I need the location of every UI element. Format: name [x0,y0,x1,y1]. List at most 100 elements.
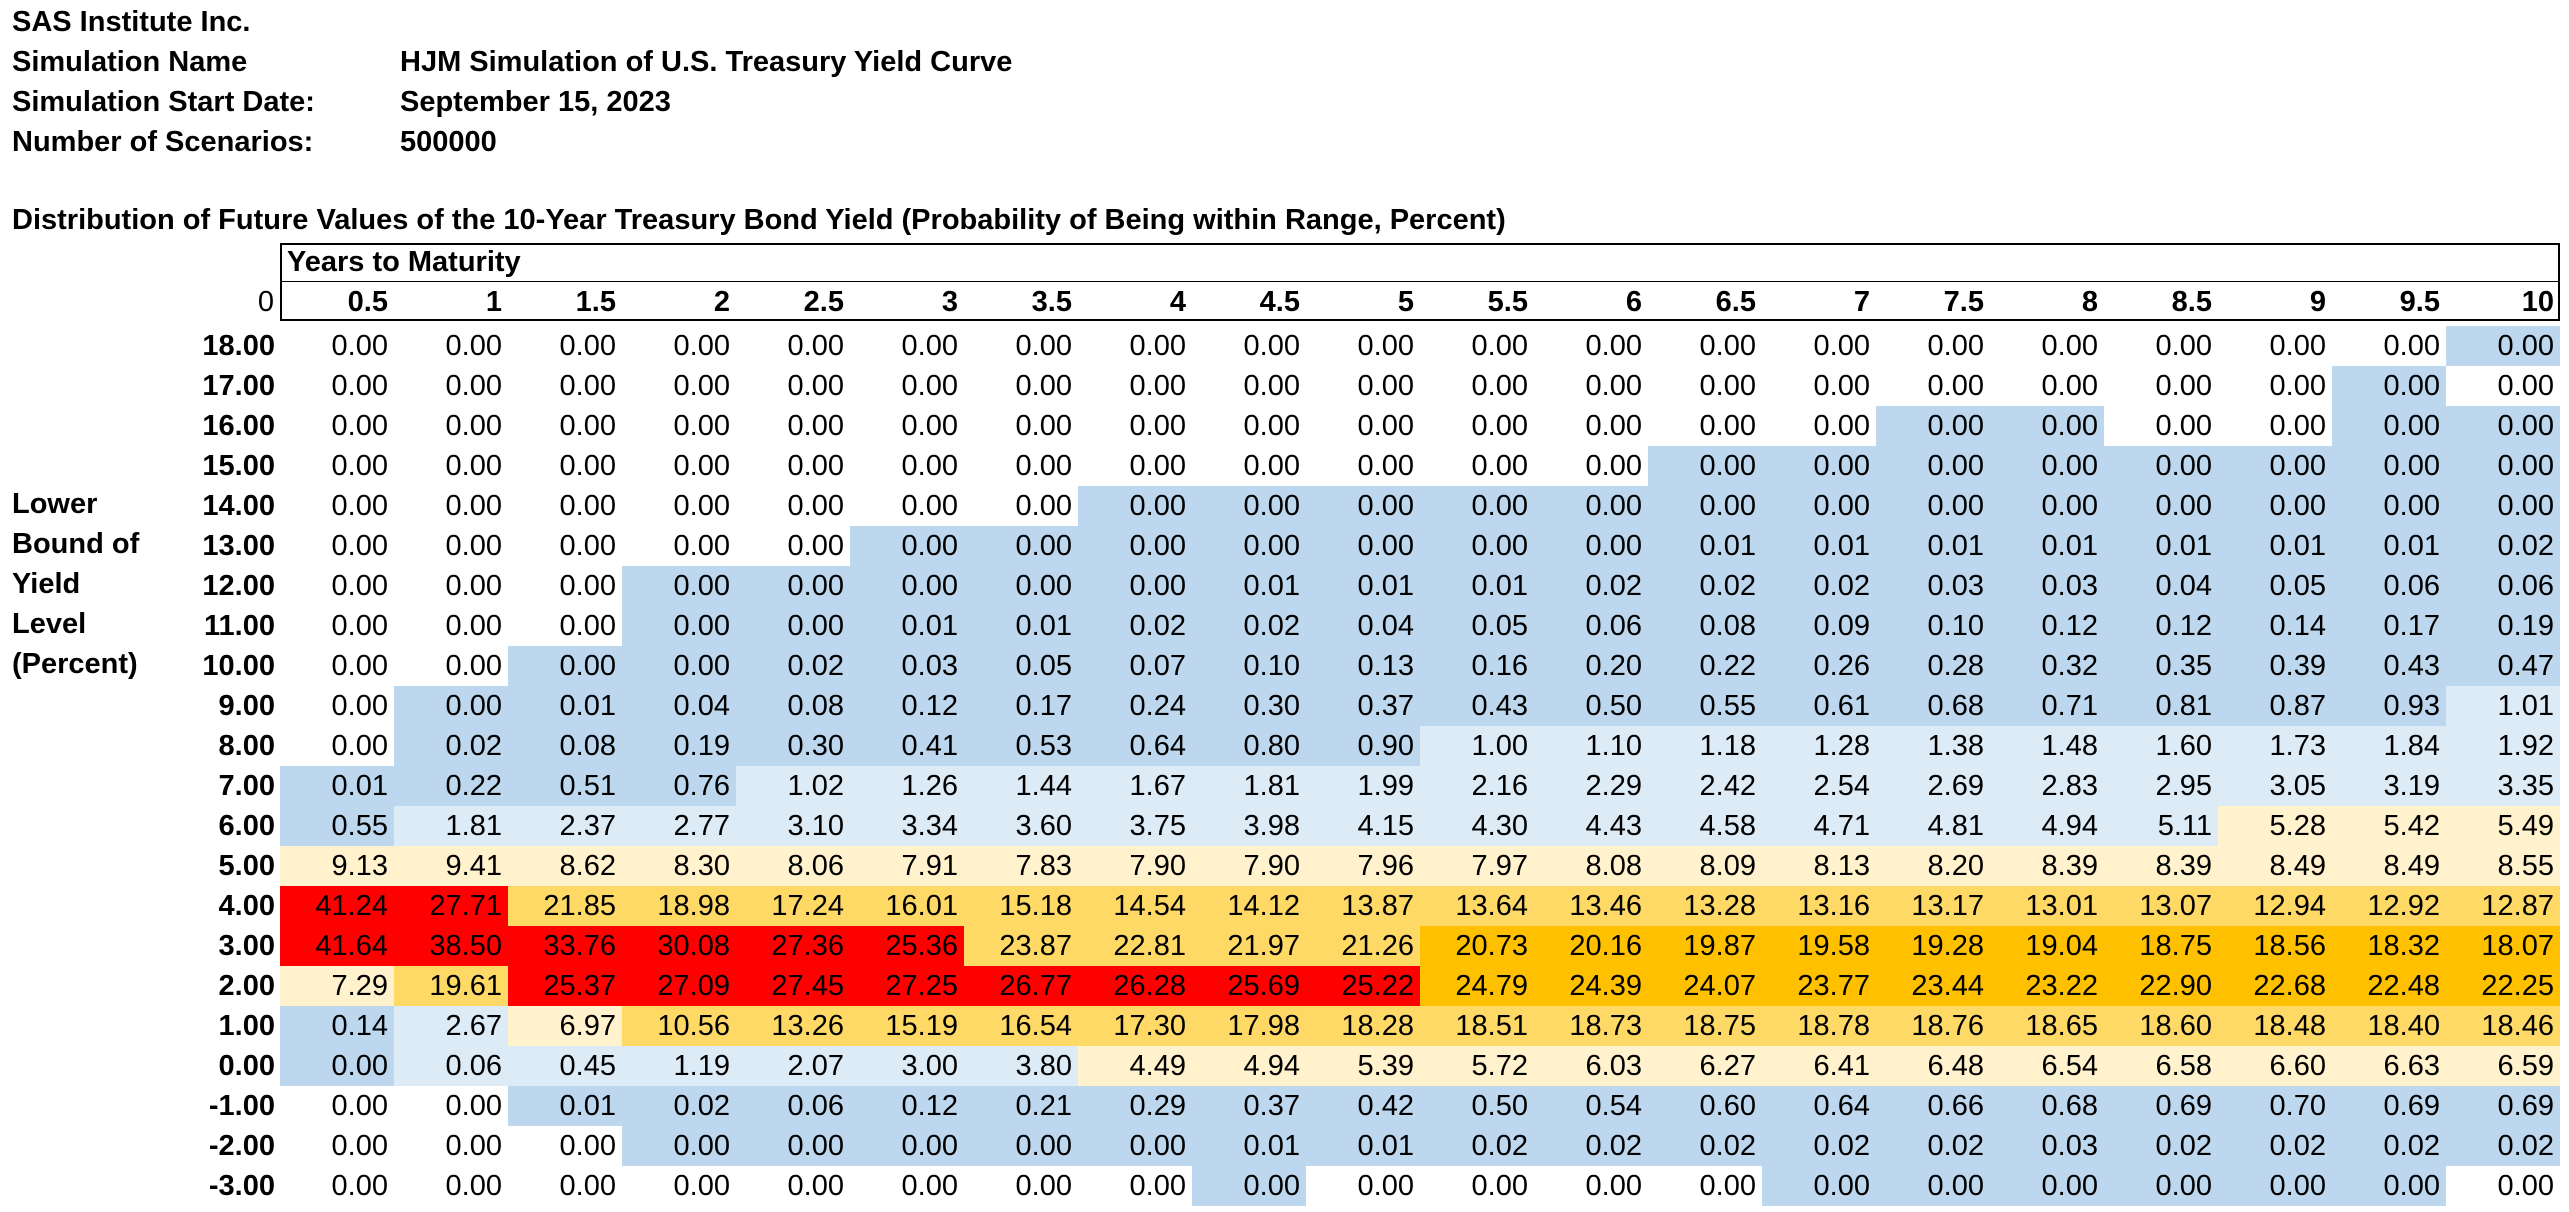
table-cell: 0.00 [1078,526,1192,566]
table-cell: 0.00 [1420,326,1534,366]
table-cell: 33.76 [508,926,622,966]
table-cell: 7.83 [964,846,1078,886]
table-cell: 0.00 [1762,486,1876,526]
table-cell: 0.00 [1876,326,1990,366]
table-cell: 0.00 [850,1126,964,1166]
table-cell: 19.58 [1762,926,1876,966]
table-cell: 18.46 [2446,1006,2560,1046]
table-cell: 1.10 [1534,726,1648,766]
table-cell: 0.00 [508,446,622,486]
table-cell: 0.00 [850,406,964,446]
table-cell: 26.28 [1078,966,1192,1006]
table-cell: 0.00 [2332,446,2446,486]
table-cell: 0.00 [1990,326,2104,366]
table-cell: 0.12 [850,1086,964,1126]
table-cell: 0.00 [736,366,850,406]
table-cell: 16.01 [850,886,964,926]
table-cell: 0.00 [1648,446,1762,486]
table-cell: 22.68 [2218,966,2332,1006]
table-cell: 22.25 [2446,966,2560,1006]
table-cell: 0.00 [964,566,1078,606]
table-cell: 0.00 [850,446,964,486]
table-cell: 0.21 [964,1086,1078,1126]
table-cell: 0.00 [508,1126,622,1166]
table-cell: 0.02 [1420,1126,1534,1166]
table-cell: 0.00 [2218,446,2332,486]
table-cell: 0.69 [2332,1086,2446,1126]
table-cell: 8.49 [2218,846,2332,886]
table-cell: 0.00 [394,686,508,726]
table-cell: 0.00 [280,566,394,606]
table-cell: 0.69 [2446,1086,2560,1126]
table-cell: 0.00 [280,686,394,726]
table-cell: 0.03 [850,646,964,686]
table-cell: 0.00 [508,1166,622,1206]
column-header: 7 [1853,286,1870,318]
table-cell: 0.14 [2218,606,2332,646]
table-cell: 0.00 [622,326,736,366]
table-cell: 8.06 [736,846,850,886]
table-cell: 0.00 [280,1166,394,1206]
table-cell: 0.50 [1534,686,1648,726]
table-cell: 0.00 [736,1126,850,1166]
table-cell: 0.00 [2218,326,2332,366]
table-cell: 10.56 [622,1006,736,1046]
table-cell: 0.01 [2332,526,2446,566]
table-cell: 0.00 [1762,406,1876,446]
table-cell: 0.00 [280,366,394,406]
table-cell: 1.99 [1306,766,1420,806]
table-cell: 20.16 [1534,926,1648,966]
table-cell: 0.00 [1078,326,1192,366]
table-cell: 14.54 [1078,886,1192,926]
table-cell: 0.00 [850,526,964,566]
table-cell: 23.77 [1762,966,1876,1006]
table-cell: 0.00 [850,486,964,526]
row-header: 2.00 [218,970,275,1002]
table-cell: 0.03 [1990,566,2104,606]
table-cell: 0.01 [1192,566,1306,606]
table-cell: 0.90 [1306,726,1420,766]
table-cell: 0.70 [2218,1086,2332,1126]
table-cell: 0.55 [280,806,394,846]
table-cell: 0.00 [622,606,736,646]
table-cell: 7.29 [280,966,394,1006]
table-cell: 3.00 [850,1046,964,1086]
table-cell: 3.75 [1078,806,1192,846]
table-cell: 0.00 [394,406,508,446]
table-cell: 1.81 [1192,766,1306,806]
table-cell: 0.00 [1876,366,1990,406]
table-cell: 18.76 [1876,1006,1990,1046]
table-cell: 15.18 [964,886,1078,926]
table-cell: 0.00 [1534,406,1648,446]
company-name: SAS Institute Inc. [12,6,251,38]
table-cell: 0.00 [964,446,1078,486]
table-cell: 5.49 [2446,806,2560,846]
table-cell: 0.04 [1306,606,1420,646]
table-cell: 0.04 [2104,566,2218,606]
table-cell: 0.01 [2104,526,2218,566]
table-cell: 0.02 [1534,1126,1648,1166]
table-cell: 18.40 [2332,1006,2446,1046]
table-cell: 0.00 [508,486,622,526]
table-cell: 0.03 [1990,1126,2104,1166]
start-date-label: Simulation Start Date: [12,86,315,118]
table-cell: 0.47 [2446,646,2560,686]
table-cell: 0.00 [1876,446,1990,486]
column-header: 2 [713,286,730,318]
table-cell: 0.28 [1876,646,1990,686]
table-cell: 1.28 [1762,726,1876,766]
table-cell: 0.00 [2446,486,2560,526]
table-cell: 1.60 [2104,726,2218,766]
table-cell: 0.19 [622,726,736,766]
table-cell: 0.00 [1648,366,1762,406]
table-cell: 0.22 [1648,646,1762,686]
row-header: 17.00 [202,370,275,402]
table-cell: 0.00 [1648,1166,1762,1206]
table-cell: 0.35 [2104,646,2218,686]
table-cell: 0.00 [1306,446,1420,486]
table-cell: 5.11 [2104,806,2218,846]
table-cell: 0.00 [736,566,850,606]
table-cell: 8.13 [1762,846,1876,886]
table-cell: 0.00 [1420,446,1534,486]
table-cell: 0.00 [508,326,622,366]
